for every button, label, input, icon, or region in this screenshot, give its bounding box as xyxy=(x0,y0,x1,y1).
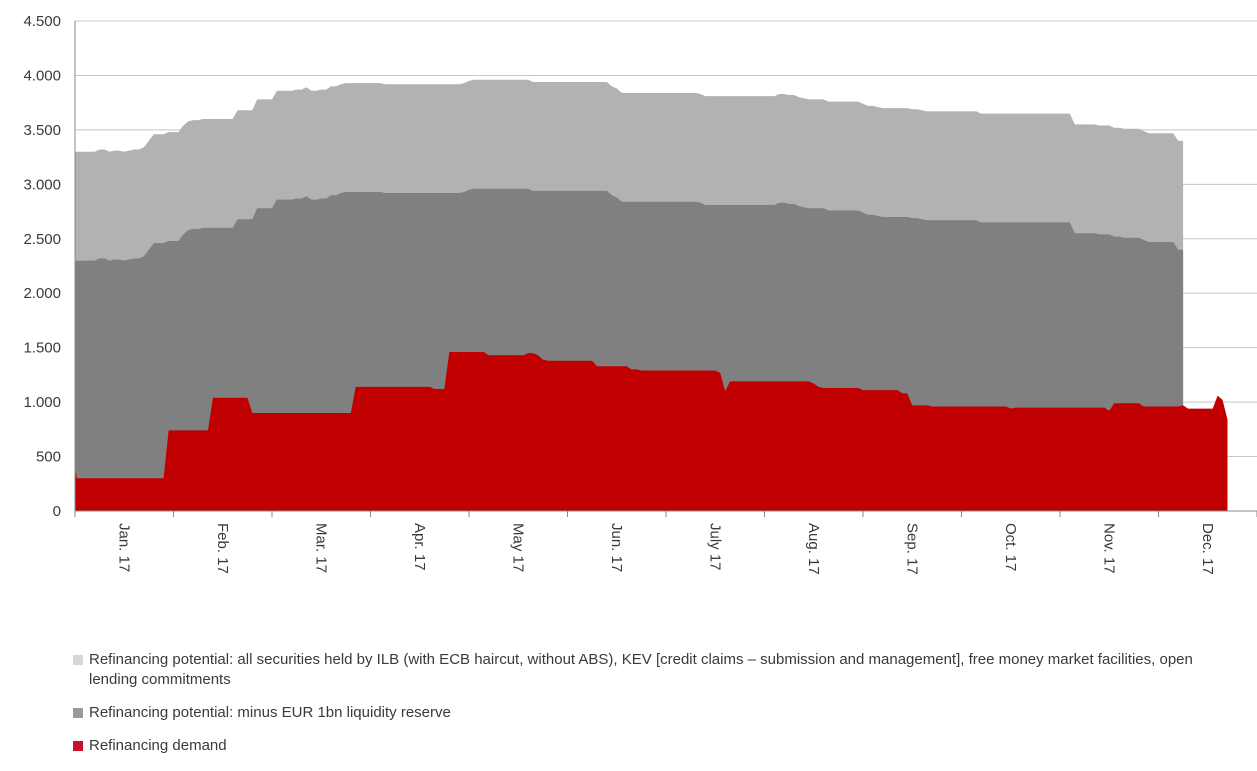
legend-item-total-potential: Refinancing potential: all securities he… xyxy=(73,650,1233,690)
legend-item-refinancing-demand: Refinancing demand xyxy=(73,736,1233,756)
x-tick-label: Sep. 17 xyxy=(903,523,920,575)
legend-swatch-light-gray xyxy=(73,655,83,665)
legend-label-total-potential: Refinancing potential: all securities he… xyxy=(89,651,1193,688)
x-tick-label: Apr. 17 xyxy=(411,523,428,571)
y-tick-label: 1.500 xyxy=(23,340,61,357)
x-tick-label: May 17 xyxy=(509,523,526,572)
y-tick-label: 0 xyxy=(53,503,61,520)
y-tick-label: 4.000 xyxy=(23,67,61,84)
legend-swatch-red xyxy=(73,741,83,751)
legend-label-refinancing-demand: Refinancing demand xyxy=(89,737,227,754)
x-tick-label: Dec. 17 xyxy=(1199,523,1216,575)
x-tick-label: Mar. 17 xyxy=(312,523,329,573)
x-tick-label: Feb. 17 xyxy=(214,523,231,574)
legend-item-potential-minus-reserve: Refinancing potential: minus EUR 1bn liq… xyxy=(73,703,1233,723)
chart-areas xyxy=(75,79,1228,512)
x-tick-label: Jun. 17 xyxy=(608,523,625,572)
y-tick-label: 500 xyxy=(36,449,61,466)
y-tick-label: 4.500 xyxy=(23,13,61,30)
y-tick-label: 3.500 xyxy=(23,122,61,139)
x-axis: Jan. 17 Feb. 17 Mar. 17 Apr. 17 May 17 Jun. 1… xyxy=(74,21,1257,575)
y-tick-label: 3.000 xyxy=(23,176,61,193)
y-tick-label: 1.000 xyxy=(23,394,61,411)
area-chart: 0 500 1.000 1.500 2.000 2.500 3.000 3.500 4.000 4… xyxy=(23,13,1257,575)
y-tick-label: 2.000 xyxy=(23,285,61,302)
legend-swatch-dark-gray xyxy=(73,708,83,718)
x-tick-label: Oct. 17 xyxy=(1002,523,1019,571)
y-axis: 0 500 1.000 1.500 2.000 2.500 3.000 3.500 4.000 4… xyxy=(23,13,61,520)
series-area-2 xyxy=(75,352,1228,511)
x-tick-label: Aug. 17 xyxy=(805,523,822,575)
y-tick-label: 2.500 xyxy=(23,231,61,248)
x-tick-label: Jan. 17 xyxy=(115,523,132,572)
legend-label-potential-minus-reserve: Refinancing potential: minus EUR 1bn liq… xyxy=(89,704,451,721)
legend: Refinancing potential: all securities he… xyxy=(73,650,1233,769)
x-tick-label: Nov. 17 xyxy=(1100,523,1117,574)
x-tick-label: July 17 xyxy=(706,523,723,571)
